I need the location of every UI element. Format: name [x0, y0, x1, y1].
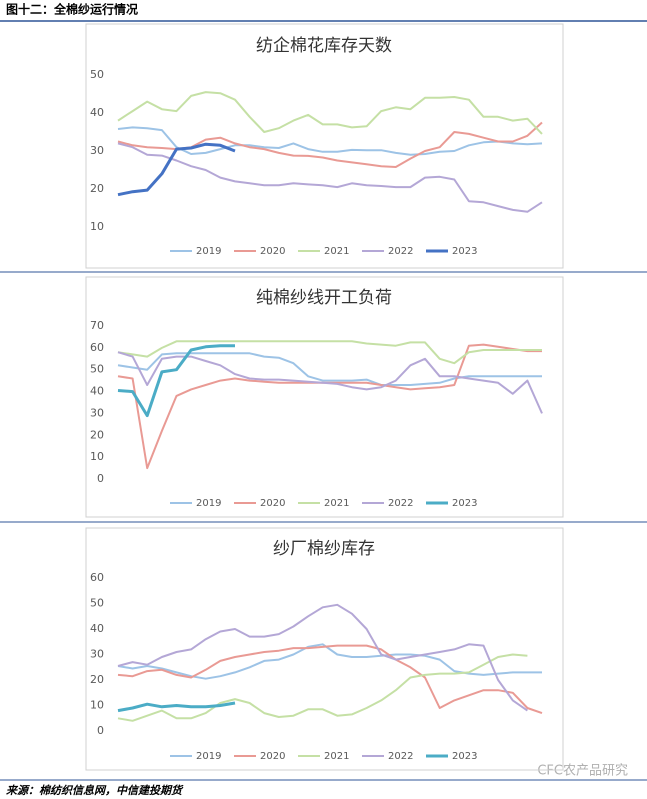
- legend-label: 2019: [196, 246, 221, 257]
- series-line: [117, 643, 542, 680]
- y-tick-label: 20: [90, 182, 104, 195]
- series-line: [117, 344, 235, 418]
- series-line: [117, 603, 528, 712]
- y-tick-label: 10: [90, 699, 104, 712]
- y-tick-label: 40: [90, 106, 104, 119]
- series-line: [117, 142, 236, 197]
- y-tick-label: 50: [90, 363, 104, 376]
- y-tick-label: 10: [90, 220, 104, 233]
- y-tick-label: 0: [97, 472, 104, 485]
- chart-frame: [85, 23, 564, 269]
- y-tick-label: 30: [90, 144, 104, 157]
- series-line: [117, 121, 543, 168]
- y-tick-label: 30: [90, 648, 104, 661]
- figure-header: 图十二：全棉纱运行情况: [6, 2, 138, 17]
- legend-label: 2022: [388, 498, 413, 509]
- chart-frame: [85, 276, 564, 518]
- legend-label: 2020: [260, 498, 285, 509]
- chart-frame: [85, 527, 564, 771]
- chart-title: 纺企棉花库存天数: [256, 36, 392, 56]
- legend-label: 2021: [324, 246, 349, 257]
- chart-title: 纯棉纱线开工负荷: [256, 288, 392, 308]
- y-tick-label: 50: [90, 597, 104, 610]
- legend-label: 2020: [260, 751, 285, 762]
- series-line: [117, 126, 543, 156]
- legend-label: 2021: [324, 498, 349, 509]
- series-line: [117, 142, 543, 213]
- legend-label: 2021: [324, 751, 349, 762]
- legend-label: 2022: [388, 751, 413, 762]
- series-line: [117, 351, 543, 414]
- legend-label: 2023: [452, 246, 477, 257]
- y-tick-label: 40: [90, 622, 104, 635]
- legend-label: 2023: [452, 751, 477, 762]
- y-tick-label: 60: [90, 571, 104, 584]
- y-tick-label: 70: [90, 319, 104, 332]
- series-line: [117, 701, 236, 713]
- series-line: [117, 644, 543, 715]
- y-tick-label: 60: [90, 341, 104, 354]
- series-line: [117, 340, 542, 365]
- chart-title: 纱厂棉纱库存: [273, 539, 375, 559]
- legend-label: 2020: [260, 246, 285, 257]
- legend-label: 2023: [452, 498, 477, 509]
- y-tick-label: 50: [90, 68, 104, 81]
- legend-label: 2022: [388, 246, 413, 257]
- y-tick-label: 20: [90, 428, 104, 441]
- y-tick-label: 30: [90, 406, 104, 419]
- legend-label: 2019: [196, 751, 221, 762]
- source-note: 来源：棉纺织信息网，中信建投期货: [6, 784, 184, 797]
- series-line: [117, 91, 543, 135]
- y-tick-label: 40: [90, 385, 104, 398]
- y-tick-label: 0: [97, 724, 104, 737]
- legend-label: 2019: [196, 498, 221, 509]
- watermark: CFC农产品研究: [537, 764, 628, 779]
- y-tick-label: 10: [90, 450, 104, 463]
- y-tick-label: 20: [90, 673, 104, 686]
- series-line: [117, 653, 528, 722]
